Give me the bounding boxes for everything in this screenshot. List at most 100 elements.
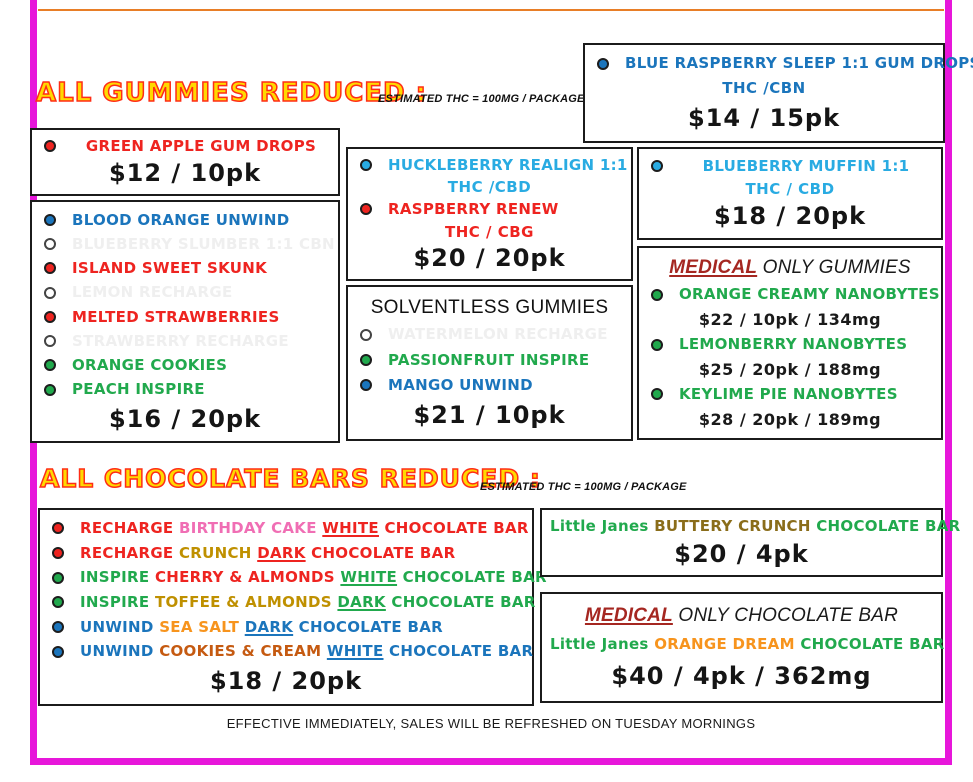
text-segment: RECHARGE	[80, 543, 179, 562]
box-title: MEDICAL ONLY CHOCOLATE BAR	[550, 605, 933, 627]
bullet-icon	[44, 310, 56, 323]
text-segment: INSPIRE	[80, 568, 155, 587]
text-segment: CHOCOLATE BAR	[816, 517, 961, 536]
gummies-section-heading: ALL GUMMIES REDUCED :	[35, 77, 428, 109]
text-segment: KEYLIME PIE NANOBYTES	[679, 385, 898, 404]
text-segment: CHOCOLATE BAR	[293, 617, 443, 636]
text-segment: CRUNCH	[179, 543, 258, 562]
text-segment: Little Janes	[550, 635, 655, 654]
text-segment: STRAWBERRY RECHARGE	[72, 331, 289, 350]
bullet-icon	[651, 159, 663, 172]
text-segment: BUTTERY CRUNCH	[654, 517, 817, 536]
box-blue-raspberry-gum-drops: BLUE RASPBERRY SLEEP 1:1 GUM DROPS THC /C…	[583, 43, 973, 143]
text-segment: MELTED STRAWBERRIES	[72, 307, 280, 326]
text-segment: CHERRY & ALMONDS	[154, 568, 341, 587]
text-segment: CHOCOLATE BAR	[305, 543, 456, 562]
price-label: $18 / 20pk	[209, 667, 363, 696]
text-segment: ORANGE COOKIES	[72, 356, 228, 374]
strain-type-label: THC /CBN	[722, 79, 806, 98]
text-segment: ONLY GUMMIES	[757, 257, 911, 279]
menu-item: WATERMELON RECHARGE	[356, 325, 623, 344]
price-label: $14 / 15pk	[687, 103, 841, 132]
bullet-icon	[651, 388, 663, 401]
bullet-icon	[44, 359, 56, 372]
menu-item: PEACH INSPIRE	[40, 380, 330, 399]
menu-item: GREEN APPLE GUM DROPS	[40, 137, 330, 156]
bullet-icon	[52, 645, 64, 658]
price-label: $12 / 10pk	[108, 159, 262, 188]
bullet-icon	[360, 354, 372, 366]
text-segment: ISLAND SWEET SKUNK	[72, 259, 267, 277]
effective-date-note: EFFECTIVE IMMEDIATELY, SALES WILL BE REF…	[226, 716, 756, 731]
menu-item: INSPIRE CHERRY & ALMONDS WHITE CHOCOLATE…	[48, 568, 547, 587]
text-segment: SEA SALT	[159, 617, 245, 636]
menu-item: BLUEBERRY MUFFIN 1:1	[647, 157, 933, 176]
text-segment: RASPBERRY RENEW	[388, 200, 559, 218]
text-segment: Little Janes	[550, 517, 655, 536]
text-segment: WATERMELON RECHARGE	[388, 325, 608, 344]
menu-item: UNWIND COOKIES & CREAM WHITE CHOCOLATE B…	[48, 642, 533, 661]
price-label: $20 / 4pk	[674, 539, 809, 568]
text-segment: UNWIND	[80, 642, 160, 661]
text-segment: LEMON RECHARGE	[72, 283, 233, 302]
bullet-icon	[44, 335, 56, 348]
strain-type-label: THC / CBG	[445, 222, 534, 241]
bullet-icon	[360, 379, 372, 392]
menu-item: ORANGE CREAMY NANOBYTES	[647, 285, 939, 304]
text-segment: DARK	[257, 543, 306, 562]
bullet-icon	[44, 213, 56, 226]
menu-item: LEMONBERRY NANOBYTES	[647, 335, 933, 354]
menu-item: RASPBERRY RENEW	[356, 200, 623, 219]
bullet-icon	[360, 203, 372, 216]
chocolate-thc-note: ESTIMATED THC = 100MG / PACKAGE	[480, 481, 687, 493]
text-segment: GREEN APPLE GUM DROPS	[85, 136, 317, 155]
bullet-icon	[44, 140, 56, 153]
box-title: MEDICAL ONLY GUMMIES	[647, 257, 933, 279]
bullet-icon	[52, 596, 64, 609]
bullet-icon	[52, 522, 64, 535]
box-medical-only-chocolate-bar: MEDICAL ONLY CHOCOLATE BAR Little Janes O…	[540, 592, 944, 703]
menu-item: MELTED STRAWBERRIES	[40, 308, 330, 327]
price-label: $40 / 4pk / 362mg	[611, 661, 872, 690]
price-label: $16 / 20pk	[108, 404, 262, 433]
menu-item: LEMON RECHARGE	[40, 283, 330, 302]
text-segment: BLUEBERRY MUFFIN 1:1	[702, 156, 910, 175]
bullet-icon	[360, 328, 372, 341]
menu-item: BLOOD ORANGE UNWIND	[40, 211, 330, 230]
menu-item: INSPIRE TOFFEE & ALMONDS DARK CHOCOLATE …	[48, 593, 535, 612]
text-segment: WHITE	[322, 518, 379, 537]
menu-item: ORANGE COOKIES	[40, 356, 330, 375]
menu-item: Little Janes ORANGE DREAM CHOCOLATE BAR	[550, 635, 944, 654]
menu-item: RECHARGE BIRTHDAY CAKE WHITE CHOCOLATE B…	[48, 518, 528, 538]
bullet-icon	[651, 288, 663, 301]
text-segment: MEDICAL	[669, 257, 758, 279]
text-segment: CHOCOLATE BAR	[378, 518, 529, 537]
text-segment: CHOCOLATE BAR	[397, 568, 547, 587]
text-segment: ORANGE DREAM	[654, 635, 801, 654]
strain-type-label: THC /CBD	[447, 178, 532, 197]
menu-item: Little Janes BUTTERY CRUNCH CHOCOLATE BA…	[550, 517, 960, 536]
menu-item: KEYLIME PIE NANOBYTES	[647, 385, 933, 404]
text-segment: CHOCOLATE BAR	[385, 593, 536, 611]
bullet-icon	[44, 262, 56, 275]
text-segment: INSPIRE	[80, 593, 155, 611]
bullet-icon	[597, 57, 609, 70]
chocolate-section-heading: ALL CHOCOLATE BARS REDUCED :	[39, 463, 541, 494]
box-chocolate-bar-list: RECHARGE BIRTHDAY CAKE WHITE CHOCOLATE B…	[38, 508, 547, 706]
text-segment: ORANGE CREAMY NANOBYTES	[679, 285, 940, 304]
sub-price-label: $28 / 20pk / 189mg	[698, 409, 882, 429]
text-segment: LEMONBERRY NANOBYTES	[679, 335, 908, 354]
text-segment: CHOCOLATE BAR	[383, 642, 534, 661]
box-gummies-flavor-list: BLOOD ORANGE UNWIND BLUEBERRY SLUMBER 1:1…	[30, 200, 340, 443]
bullet-icon	[52, 547, 64, 559]
bullet-icon	[52, 571, 64, 584]
text-segment: TOFFEE & ALMONDS	[154, 593, 338, 611]
text-segment: WHITE	[340, 568, 398, 587]
menu-item: RECHARGE CRUNCH DARK CHOCOLATE BAR	[48, 544, 524, 563]
text-segment: BLOOD ORANGE UNWIND	[72, 210, 290, 229]
text-segment: MANGO UNWIND	[388, 376, 533, 394]
bullet-icon	[44, 238, 56, 251]
text-segment: HUCKLEBERRY REALIGN 1:1	[388, 155, 628, 174]
text-segment: PEACH INSPIRE	[72, 380, 205, 399]
